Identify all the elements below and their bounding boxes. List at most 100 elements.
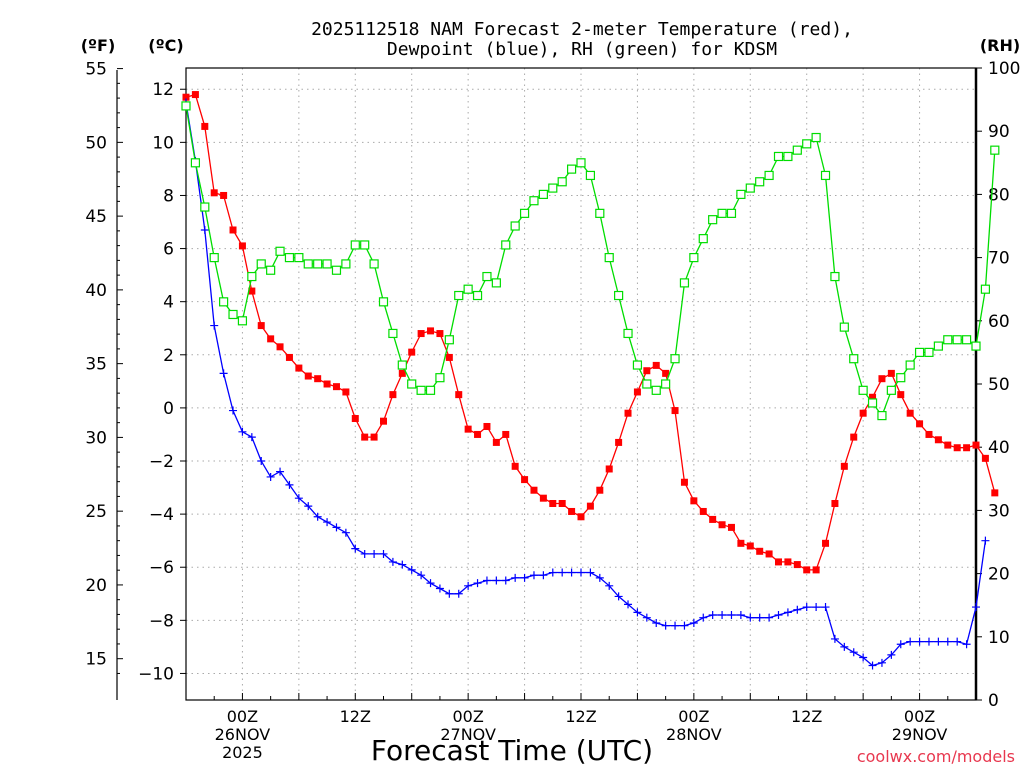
temperature-point [925, 430, 933, 438]
dewpoint-point [661, 621, 670, 630]
rh-point [331, 265, 342, 275]
dewpoint-point [840, 642, 849, 651]
fahrenheit-tick-label: 15 [85, 650, 107, 670]
celsius-tick-label: 0 [163, 399, 174, 419]
dewpoint-point [680, 621, 689, 630]
dewpoint-point [379, 549, 388, 558]
temperature-point [831, 499, 839, 507]
rh-point [510, 221, 520, 231]
rh-point [689, 253, 699, 263]
dewpoint-point [370, 549, 379, 558]
dewpoint-point [595, 573, 604, 582]
x-tick-label: 00Z [227, 707, 258, 726]
rh-point [980, 284, 991, 294]
rh-tick-label: 50 [988, 375, 1010, 395]
rh-point [924, 347, 934, 357]
dewpoint-point [783, 608, 792, 617]
rh-point [425, 385, 436, 395]
rh-point [548, 183, 558, 193]
rh-point [632, 360, 643, 370]
dewpoint-point [238, 427, 247, 436]
dewpoint-point [830, 634, 839, 643]
fahrenheit-tick-label: 20 [85, 576, 107, 596]
temperature-point [238, 242, 246, 250]
rh-point [820, 170, 831, 181]
dewpoint-point [276, 467, 285, 476]
rh-tick-label: 40 [988, 438, 1010, 458]
dewpoint-point [323, 518, 332, 527]
dewpoint-point [257, 457, 266, 466]
dewpoint-point [793, 605, 802, 614]
dewpoint-point [501, 576, 510, 585]
dewpoint-point [445, 589, 454, 598]
celsius-tick-label: −4 [149, 505, 174, 525]
temperature-point [633, 388, 641, 396]
rh-point [802, 139, 812, 149]
fahrenheit-tick-label: 35 [85, 355, 107, 375]
rh-point [519, 208, 530, 218]
dewpoint-point [558, 568, 567, 577]
fahrenheit-tick-label: 55 [85, 60, 107, 80]
temperature-point [229, 226, 237, 234]
dewpoint-point [624, 600, 633, 609]
grid-lines [186, 68, 976, 700]
temperature-point [812, 566, 820, 574]
rh-point [313, 259, 323, 269]
unit-label-fahrenheit: (ºF) [81, 36, 116, 55]
temperature-point [662, 369, 670, 377]
x-tick-label: 26NOV [215, 725, 271, 744]
rh-point [933, 341, 943, 351]
x-tick-label: 00Z [452, 707, 483, 726]
rh-point [736, 189, 746, 199]
celsius-tick-label: 6 [163, 240, 174, 260]
temperature-point [436, 330, 444, 338]
rh-point [717, 208, 727, 218]
dewpoint-point [529, 571, 538, 580]
celsius-tick-label: −8 [149, 611, 174, 631]
temperature-point [690, 497, 698, 505]
rh-tick-label: 90 [988, 122, 1010, 142]
rh-point [463, 284, 473, 294]
temperature-point [605, 465, 613, 473]
dewpoint-point [614, 592, 623, 601]
temperature-point [652, 361, 660, 369]
x-tick-label: 12Z [791, 707, 822, 726]
rh-point [190, 158, 201, 168]
dewpoint-point [934, 637, 943, 646]
dewpoint-point [332, 523, 341, 532]
dewpoint-point [972, 603, 980, 612]
dewpoint-point [605, 581, 614, 590]
temperature-point [793, 561, 801, 569]
rh-point [708, 215, 718, 225]
temperature-point [492, 438, 500, 446]
celsius-tick-label: 4 [163, 293, 174, 313]
rh-point [755, 177, 765, 187]
rh-point [792, 145, 802, 155]
temperature-point [201, 122, 209, 130]
dewpoint-point [341, 528, 350, 537]
x-tick-label: 29NOV [892, 725, 948, 744]
dewpoint-point [464, 581, 473, 590]
rh-point [726, 208, 737, 218]
temperature-point [511, 462, 519, 470]
rh-point [350, 240, 360, 250]
rh-point [670, 354, 680, 364]
temperature-point [295, 364, 303, 372]
x-tick-label: 00Z [678, 707, 709, 726]
temperature-point [803, 566, 811, 574]
rh-point [256, 259, 266, 269]
rh-point [454, 290, 464, 301]
x-tick-label: 2025 [222, 743, 263, 762]
temperature-point [285, 353, 293, 361]
rh-point [557, 177, 567, 187]
rh-tick-label: 10 [988, 628, 1010, 648]
temperature-point [257, 322, 265, 330]
dewpoint-point [548, 568, 557, 577]
temperature-point [267, 335, 275, 343]
dewpoint-point [953, 637, 962, 646]
rh-point [435, 373, 445, 383]
temperature-point [916, 420, 924, 428]
dewpoint-point [229, 406, 238, 415]
